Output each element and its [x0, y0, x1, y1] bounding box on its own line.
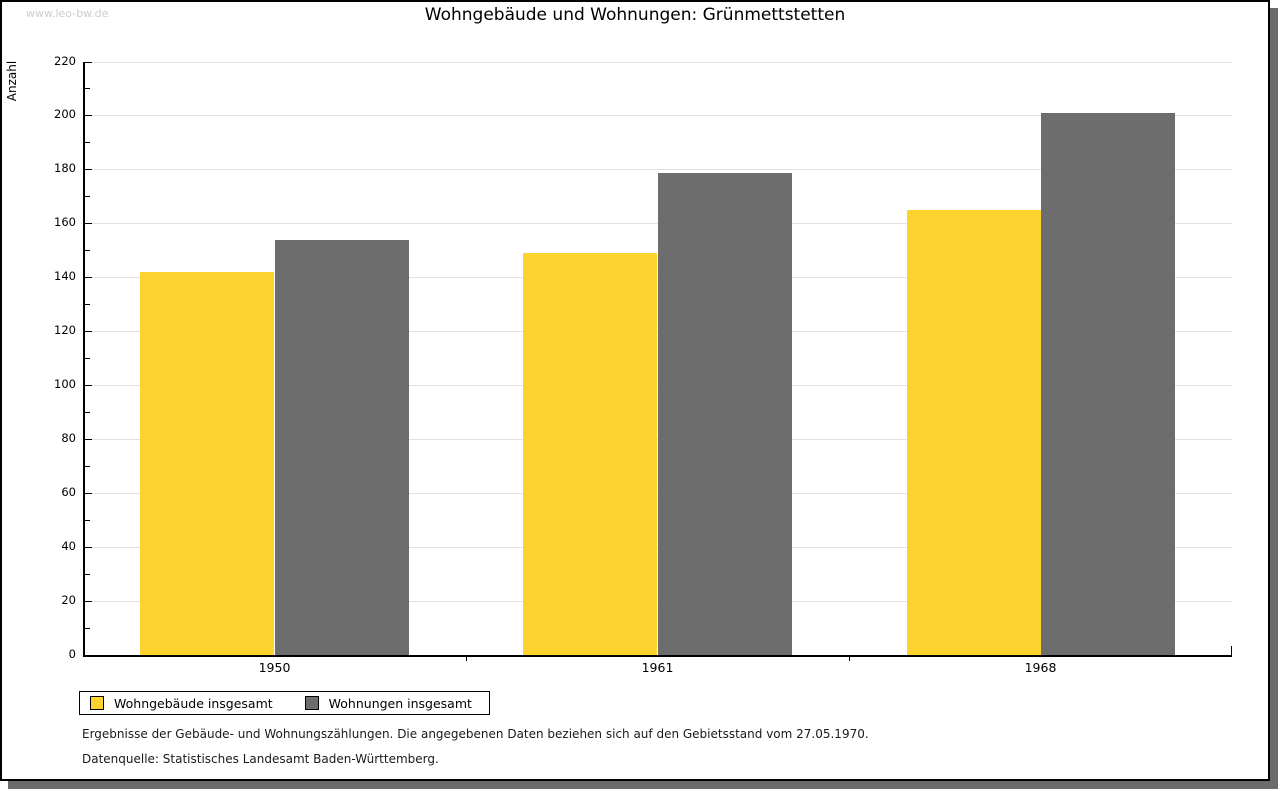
y-major-tick: [85, 62, 92, 63]
gridline: [83, 115, 1232, 116]
y-minor-tick: [85, 88, 90, 89]
x-boundary-tick: [849, 655, 850, 661]
legend-item: Wohnungen insgesamt: [304, 695, 472, 711]
y-minor-tick: [85, 574, 90, 575]
y-major-tick: [85, 547, 92, 548]
x-category-label: 1961: [641, 660, 674, 675]
plot-area: 0 20 40 60 80 100 120 140 160 180 200 220 1950 1961 19…: [54, 54, 1232, 675]
x-category-label: 1968: [1024, 660, 1057, 675]
y-major-tick: [85, 385, 92, 386]
y-major-tick: [85, 277, 92, 278]
y-major-tick: [85, 601, 92, 602]
y-tick-label: 100: [54, 377, 76, 391]
bar-1961-Wohngebäude insgesamt: [523, 253, 658, 655]
bar-1968-Wohnungen insgesamt: [1040, 113, 1175, 655]
y-major-tick: [85, 115, 92, 116]
gridline: [83, 169, 1232, 170]
legend-swatch-wohnungen: [304, 696, 319, 710]
y-tick-label: 80: [61, 431, 76, 445]
x-axis-end-tick: [1231, 646, 1232, 655]
y-tick-label: 120: [54, 323, 76, 337]
y-tick-label: 60: [61, 485, 76, 499]
y-tick-label: 220: [54, 54, 76, 68]
watermark: www.leo-bw.de: [26, 7, 109, 20]
y-minor-tick: [85, 304, 90, 305]
y-minor-tick: [85, 250, 90, 251]
y-tick-label: 160: [54, 215, 76, 229]
x-axis-line: [83, 655, 1232, 657]
y-tick-label: 200: [54, 107, 76, 121]
chart-frame: www.leo-bw.de Wohngebäude und Wohnungen:…: [0, 0, 1270, 781]
y-minor-tick: [85, 412, 90, 413]
legend-label: Wohngebäude insgesamt: [114, 695, 273, 711]
legend-label: Wohnungen insgesamt: [328, 695, 472, 711]
bar-1968-Wohngebäude insgesamt: [906, 210, 1041, 655]
y-major-tick: [85, 493, 92, 494]
y-major-tick: [85, 331, 92, 332]
y-tick-label: 20: [61, 593, 76, 607]
y-minor-tick: [85, 466, 90, 467]
legend-swatch-wohngebaeude: [90, 696, 104, 710]
bar-1961-Wohnungen insgesamt: [657, 172, 792, 655]
y-major-tick: [85, 169, 92, 170]
y-minor-tick: [85, 628, 90, 629]
y-tick-label: 140: [54, 269, 76, 283]
y-axis-line: [83, 62, 85, 655]
x-boundary-tick: [466, 655, 467, 661]
y-minor-tick: [85, 196, 90, 197]
y-tick-label: 0: [68, 647, 76, 661]
y-major-tick: [85, 223, 92, 224]
y-tick-label: 40: [61, 539, 76, 553]
y-minor-tick: [85, 358, 90, 359]
gridline: [83, 62, 1232, 63]
y-minor-tick: [85, 520, 90, 521]
footnote-source: Datenquelle: Statistisches Landesamt Bad…: [82, 752, 439, 766]
legend: Wohngebäude insgesamt Wohnungen insgesam…: [79, 691, 490, 715]
y-tick-label: 180: [54, 161, 76, 175]
chart-title: Wohngebäude und Wohnungen: Grünmettstett…: [424, 5, 846, 25]
bar-1950-Wohngebäude insgesamt: [140, 272, 275, 655]
y-minor-tick: [85, 142, 90, 143]
y-major-tick: [85, 439, 92, 440]
legend-item: Wohngebäude insgesamt: [90, 696, 273, 711]
x-category-label: 1950: [258, 660, 291, 675]
footnote-results: Ergebnisse der Gebäude- und Wohnungszähl…: [82, 727, 869, 741]
bar-1950-Wohnungen insgesamt: [274, 239, 409, 655]
y-axis-label: Anzahl: [5, 60, 19, 102]
